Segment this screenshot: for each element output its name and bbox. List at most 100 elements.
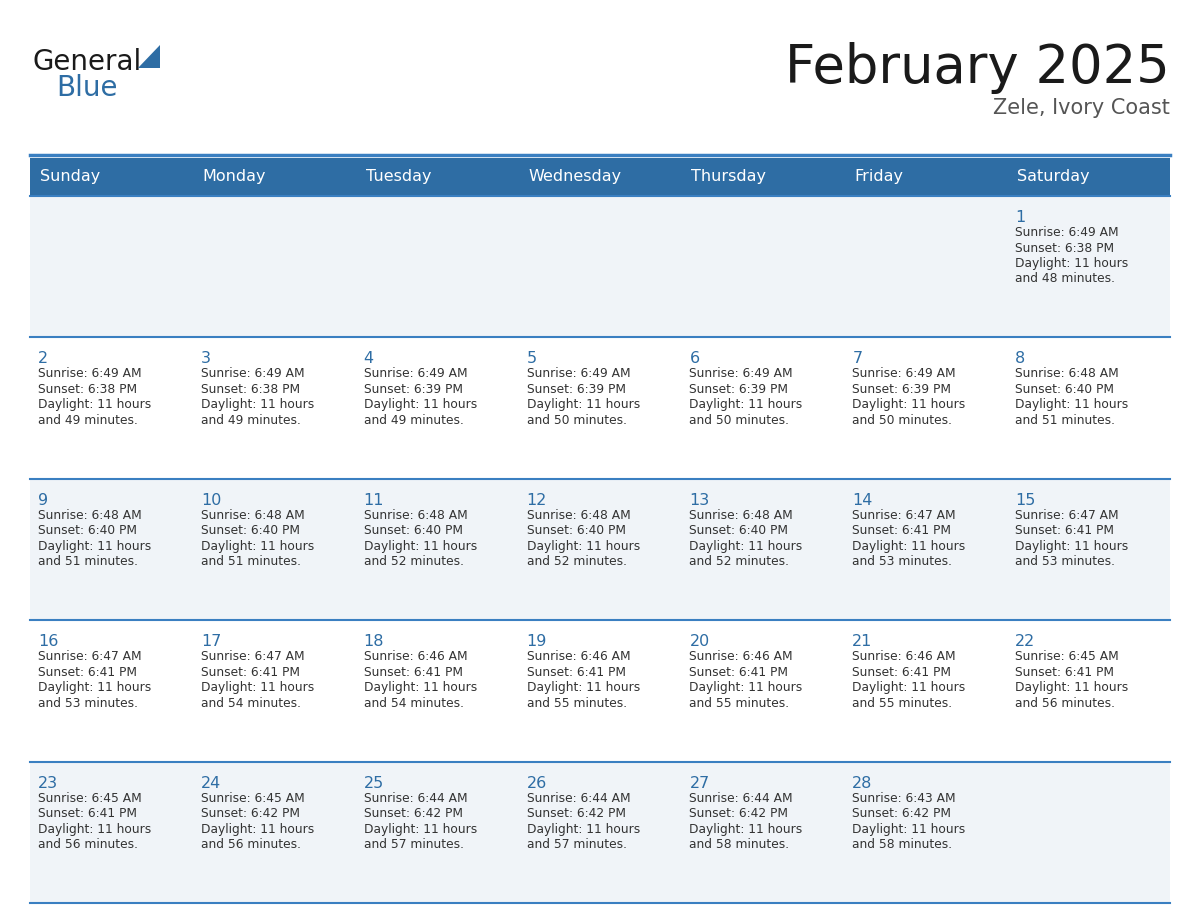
Text: Daylight: 11 hours: Daylight: 11 hours [526,398,640,411]
Text: 4: 4 [364,352,374,366]
Text: Sunset: 6:41 PM: Sunset: 6:41 PM [689,666,789,678]
Text: Daylight: 11 hours: Daylight: 11 hours [852,398,966,411]
Text: Daylight: 11 hours: Daylight: 11 hours [526,540,640,553]
Text: and 53 minutes.: and 53 minutes. [852,555,953,568]
Bar [682,479,845,621]
Text: 5: 5 [526,352,537,366]
Text: and 56 minutes.: and 56 minutes. [201,838,301,851]
Bar [845,621,1007,762]
Text: and 50 minutes.: and 50 minutes. [689,414,790,427]
Text: and 57 minutes.: and 57 minutes. [526,838,626,851]
Bar [355,621,519,762]
Text: Daylight: 11 hours: Daylight: 11 hours [852,681,966,694]
Bar [1007,196,1170,338]
Text: and 49 minutes.: and 49 minutes. [38,414,138,427]
Text: Saturday: Saturday [1017,170,1089,185]
Text: Sunrise: 6:46 AM: Sunrise: 6:46 AM [526,650,630,663]
Text: Sunset: 6:39 PM: Sunset: 6:39 PM [852,383,952,396]
Text: and 49 minutes.: and 49 minutes. [201,414,301,427]
Bar [1007,479,1170,621]
Text: Daylight: 11 hours: Daylight: 11 hours [526,823,640,835]
Text: Daylight: 11 hours: Daylight: 11 hours [1015,681,1129,694]
Text: 6: 6 [689,352,700,366]
Bar [1007,621,1170,762]
Text: Sunset: 6:41 PM: Sunset: 6:41 PM [201,666,299,678]
Text: and 54 minutes.: and 54 minutes. [201,697,301,710]
Bar [30,196,192,338]
Text: 17: 17 [201,634,221,649]
Text: Daylight: 11 hours: Daylight: 11 hours [364,398,476,411]
Text: and 48 minutes.: and 48 minutes. [1015,273,1116,285]
Text: Sunrise: 6:49 AM: Sunrise: 6:49 AM [201,367,304,380]
Text: Sunrise: 6:49 AM: Sunrise: 6:49 AM [364,367,467,380]
Bar [30,479,192,621]
Text: and 52 minutes.: and 52 minutes. [689,555,790,568]
Text: Sunrise: 6:44 AM: Sunrise: 6:44 AM [526,791,630,804]
Text: and 58 minutes.: and 58 minutes. [852,838,953,851]
Bar [519,196,682,338]
Text: Sunrise: 6:45 AM: Sunrise: 6:45 AM [1015,650,1119,663]
Text: 10: 10 [201,493,221,508]
Text: 23: 23 [38,776,58,790]
Text: 7: 7 [852,352,862,366]
Text: Daylight: 11 hours: Daylight: 11 hours [1015,257,1129,270]
Text: Sunrise: 6:48 AM: Sunrise: 6:48 AM [364,509,467,521]
Text: Sunrise: 6:49 AM: Sunrise: 6:49 AM [852,367,956,380]
Text: 27: 27 [689,776,709,790]
Bar [1007,338,1170,479]
Text: Sunrise: 6:44 AM: Sunrise: 6:44 AM [689,791,794,804]
Text: Sunrise: 6:44 AM: Sunrise: 6:44 AM [364,791,467,804]
Bar [30,621,192,762]
Text: Sunset: 6:41 PM: Sunset: 6:41 PM [1015,666,1114,678]
Text: Sunset: 6:38 PM: Sunset: 6:38 PM [201,383,301,396]
Text: Wednesday: Wednesday [529,170,621,185]
Text: Daylight: 11 hours: Daylight: 11 hours [852,823,966,835]
Bar [519,338,682,479]
Bar [355,196,519,338]
Text: 8: 8 [1015,352,1025,366]
Text: and 54 minutes.: and 54 minutes. [364,697,463,710]
Text: Sunrise: 6:49 AM: Sunrise: 6:49 AM [1015,226,1119,239]
Text: 19: 19 [526,634,546,649]
Text: Sunset: 6:38 PM: Sunset: 6:38 PM [1015,241,1114,254]
Bar [845,479,1007,621]
Text: and 57 minutes.: and 57 minutes. [364,838,463,851]
Text: Sunset: 6:39 PM: Sunset: 6:39 PM [364,383,462,396]
Text: Sunrise: 6:48 AM: Sunrise: 6:48 AM [1015,367,1119,380]
Text: 26: 26 [526,776,546,790]
Text: Daylight: 11 hours: Daylight: 11 hours [38,681,151,694]
Text: Sunrise: 6:48 AM: Sunrise: 6:48 AM [38,509,141,521]
Text: and 52 minutes.: and 52 minutes. [526,555,626,568]
Text: Sunset: 6:39 PM: Sunset: 6:39 PM [526,383,626,396]
Bar [192,196,355,338]
Text: Tuesday: Tuesday [366,170,431,185]
Text: Sunrise: 6:47 AM: Sunrise: 6:47 AM [38,650,141,663]
Text: Daylight: 11 hours: Daylight: 11 hours [364,681,476,694]
Text: Sunrise: 6:45 AM: Sunrise: 6:45 AM [38,791,141,804]
Text: and 53 minutes.: and 53 minutes. [38,697,138,710]
Text: 28: 28 [852,776,873,790]
Text: and 51 minutes.: and 51 minutes. [201,555,301,568]
Bar [192,479,355,621]
Text: and 52 minutes.: and 52 minutes. [364,555,463,568]
Text: Sunset: 6:40 PM: Sunset: 6:40 PM [689,524,789,537]
Text: Zele, Ivory Coast: Zele, Ivory Coast [993,98,1170,118]
Text: 25: 25 [364,776,384,790]
Text: Sunset: 6:39 PM: Sunset: 6:39 PM [689,383,789,396]
Text: and 53 minutes.: and 53 minutes. [1015,555,1116,568]
Bar [682,196,845,338]
Text: Sunday: Sunday [40,170,100,185]
Text: February 2025: February 2025 [785,42,1170,94]
Text: Sunset: 6:42 PM: Sunset: 6:42 PM [689,807,789,820]
Text: Friday: Friday [854,170,903,185]
Text: 3: 3 [201,352,210,366]
Text: 13: 13 [689,493,709,508]
Text: Daylight: 11 hours: Daylight: 11 hours [201,681,314,694]
Text: Sunrise: 6:43 AM: Sunrise: 6:43 AM [852,791,956,804]
Text: Sunset: 6:41 PM: Sunset: 6:41 PM [852,666,952,678]
Text: 18: 18 [364,634,384,649]
Text: Daylight: 11 hours: Daylight: 11 hours [1015,398,1129,411]
Bar [1007,762,1170,903]
Text: 14: 14 [852,493,873,508]
Text: Sunrise: 6:49 AM: Sunrise: 6:49 AM [38,367,141,380]
